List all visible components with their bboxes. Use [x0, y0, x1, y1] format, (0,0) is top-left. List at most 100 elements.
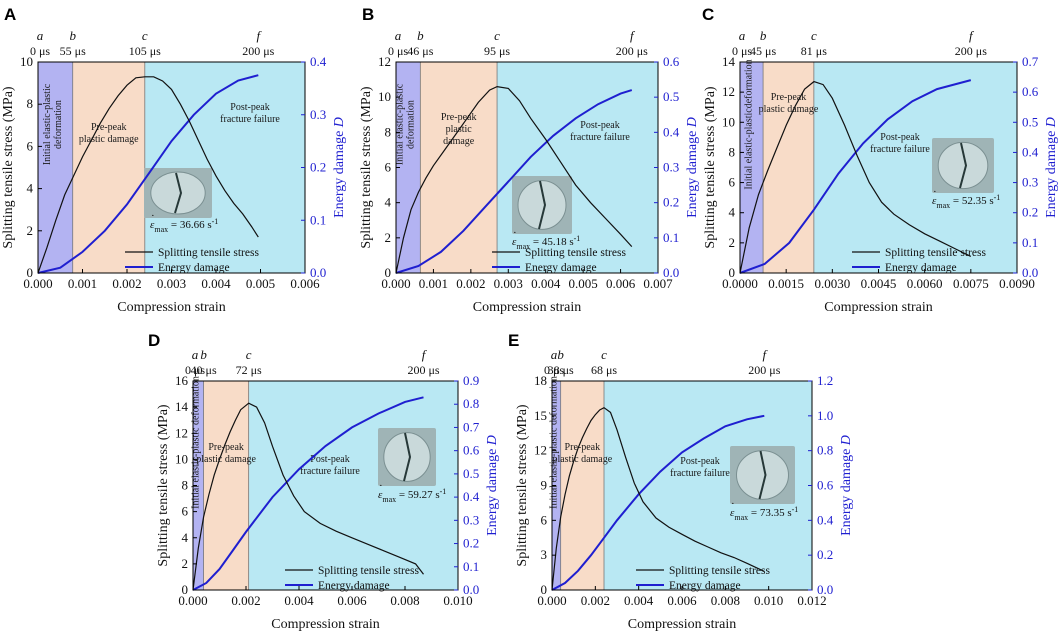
region-label-prepeak: Pre-peak: [441, 112, 477, 123]
region-label-prepeak: Pre-peak: [91, 122, 127, 133]
y-axis-label: Splitting tensile stress (MPa): [515, 404, 530, 567]
legend-label-stress: Splitting tensile stress: [525, 247, 626, 259]
panel-letter: D: [148, 331, 160, 350]
x-tick-label: 0.006: [337, 593, 367, 608]
x-axis-label: Compression strain: [824, 300, 933, 315]
specimen-photo: [932, 138, 994, 193]
specimen-disc: [736, 450, 789, 500]
strain-rate-dot: ·: [513, 227, 517, 239]
y2-tick-label: 0.0: [310, 265, 326, 280]
legend: Splitting tensile stress Energy damage: [125, 247, 259, 274]
x-tick-label: 0.010: [443, 593, 472, 608]
region-label-postpeak: Post-peak: [310, 454, 349, 465]
x-tick-label: 0.000: [178, 593, 207, 608]
y-tick-label: 12: [378, 54, 391, 69]
y-tick-label: 6: [385, 160, 392, 175]
legend: Splitting tensile stress Energy damage: [492, 247, 626, 274]
crack-line: [959, 142, 968, 189]
phase-letter-b: b: [557, 347, 564, 362]
crack-line: [174, 172, 183, 214]
phase-letter-a: a: [551, 347, 558, 362]
x-tick-label: 0.007: [643, 276, 673, 291]
region-prepeak: [72, 62, 145, 273]
x-tick-label: 0.000: [537, 593, 566, 608]
phase-time-a: 0 μs: [388, 44, 408, 58]
x-tick-label: 0.004: [624, 593, 654, 608]
legend-label-damage: Energy damage: [525, 262, 597, 274]
y-tick-label: 0: [729, 265, 736, 280]
phase-letter-c: c: [811, 28, 817, 43]
phase-letter-a: a: [37, 28, 44, 43]
phase-time-f: 200 μs: [616, 44, 648, 58]
region-elastic: [193, 381, 204, 590]
y-tick-label: 2: [27, 223, 34, 238]
x-axis-label: Compression strain: [628, 617, 737, 632]
region-label-prepeak: plastic damage: [759, 104, 819, 115]
legend: Splitting tensile stress Energy damage: [636, 565, 770, 592]
x-tick-label: 0.000: [23, 276, 52, 291]
phase-letter-f: f: [256, 28, 262, 43]
panel-letter: B: [362, 5, 374, 24]
legend-label-damage: Energy damage: [669, 580, 741, 592]
region-label-prepeak: Pre-peak: [771, 92, 807, 103]
y2-axis-label: Energy damage D: [1044, 117, 1059, 218]
y2-tick-label: 0.4: [663, 124, 680, 139]
strain-rate-dot: ·: [731, 498, 735, 510]
phase-letter-c: c: [246, 347, 252, 362]
region-label-postpeak: Post-peak: [230, 102, 269, 113]
y-axis-label: Splitting tensile stress (MPa): [1, 86, 16, 249]
panel-letter: C: [702, 5, 714, 24]
x-tick-label: 0.005: [569, 276, 598, 291]
y2-tick-label: 0.6: [663, 54, 680, 69]
x-tick-label: 0.002: [231, 593, 260, 608]
legend-label-stress: Splitting tensile stress: [158, 247, 259, 259]
y2-tick-label: 0.7: [1022, 54, 1039, 69]
y-tick-label: 12: [175, 425, 188, 440]
phase-time-a: 0 μs: [30, 44, 50, 58]
x-tick-label: 0.003: [157, 276, 186, 291]
y-tick-label: 14: [722, 54, 736, 69]
x-tick-label: 0.008: [390, 593, 419, 608]
y-tick-label: 12: [722, 84, 735, 99]
region-label-postpeak: fracture failure: [570, 132, 630, 143]
y-tick-label: 10: [175, 451, 188, 466]
phase-letter-f: f: [969, 28, 975, 43]
y-tick-label: 0: [541, 582, 548, 597]
y2-tick-label: 0.2: [310, 160, 326, 175]
phase-letter-c: c: [494, 28, 500, 43]
phase-time-b: 45 μs: [750, 44, 776, 58]
region-elastic: [740, 62, 764, 273]
y-tick-label: 4: [729, 205, 736, 220]
x-tick-label: 0.0030: [814, 276, 850, 291]
energy-damage-curve: [739, 79, 972, 274]
x-tick-label: 0.004: [531, 276, 561, 291]
crack-line: [538, 180, 547, 230]
y2-tick-label: 1.0: [817, 408, 833, 423]
region-elastic: [552, 381, 561, 590]
panel-letter: A: [4, 5, 16, 24]
phase-letter-b: b: [200, 347, 207, 362]
y2-tick-label: 0.4: [817, 512, 834, 527]
legend-label-damage: Energy damage: [158, 262, 230, 274]
y2-tick-label: 0.3: [1022, 175, 1038, 190]
y-tick-label: 6: [182, 504, 189, 519]
stress-curve: [192, 402, 424, 591]
y2-tick-label: 0.0: [463, 582, 479, 597]
region-label-elastic: Initial elastic-plastic deformation: [548, 376, 559, 509]
region-label-postpeak: fracture failure: [300, 466, 360, 477]
phase-letter-a: a: [395, 28, 402, 43]
y2-tick-label: 0.0: [1022, 265, 1038, 280]
region-label-prepeak: damage: [443, 136, 475, 147]
y-tick-label: 2: [729, 235, 736, 250]
crack-line: [758, 450, 767, 500]
phase-letter-a: a: [192, 347, 199, 362]
specimen-photo: [512, 176, 572, 234]
phase-letter-c: c: [142, 28, 148, 43]
stress-curve: [395, 85, 633, 274]
legend-label-damage: Energy damage: [318, 580, 390, 592]
x-tick-label: 0.002: [456, 276, 485, 291]
region-label-postpeak: fracture failure: [870, 144, 930, 155]
phase-time-f: 200 μs: [955, 44, 987, 58]
y2-tick-label: 0.4: [310, 54, 327, 69]
y2-axis-label: Energy damage D: [839, 435, 854, 536]
